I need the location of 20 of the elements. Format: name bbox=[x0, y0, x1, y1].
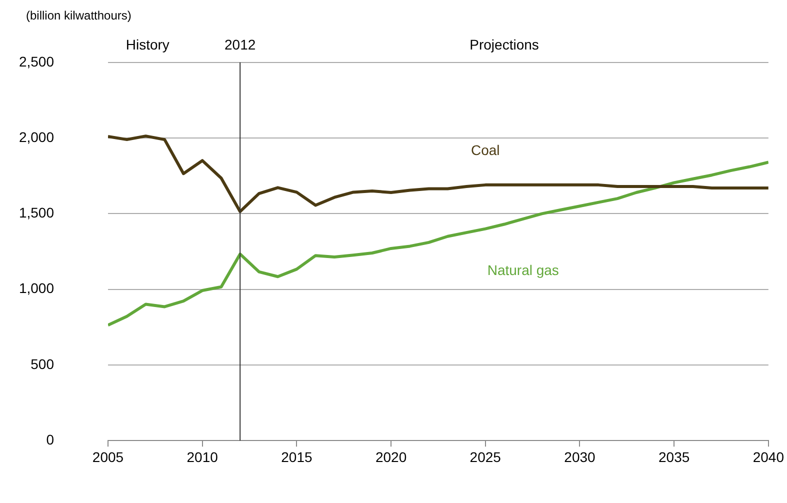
x-tick-label: 2015 bbox=[281, 448, 312, 465]
y-tick-label: 1,000 bbox=[18, 280, 54, 296]
y-tick-label: 2,000 bbox=[18, 128, 54, 145]
x-tick-label: 2005 bbox=[92, 448, 124, 465]
x-tick-label: 2025 bbox=[470, 448, 502, 465]
series-label: Coal bbox=[470, 142, 500, 158]
y-axis-title: (billion kilwatthours) bbox=[26, 8, 132, 22]
x-tick-label: 2020 bbox=[375, 448, 407, 465]
y-tick-label: 2,500 bbox=[18, 53, 54, 70]
text: Projections bbox=[470, 36, 539, 52]
y-tick-label: 1,500 bbox=[18, 204, 54, 221]
x-tick-label: 2035 bbox=[658, 448, 690, 465]
text: Natural gas bbox=[487, 262, 559, 278]
x-tick-label: 2040 bbox=[752, 448, 784, 465]
ref-line-label: 2012 bbox=[224, 36, 256, 52]
y-tick-label: 0 bbox=[46, 431, 54, 448]
y-tick-label: 500 bbox=[30, 356, 54, 372]
text: History bbox=[126, 36, 170, 52]
x-tick-label: 2030 bbox=[564, 448, 596, 465]
x-tick-label: 2010 bbox=[186, 448, 218, 465]
